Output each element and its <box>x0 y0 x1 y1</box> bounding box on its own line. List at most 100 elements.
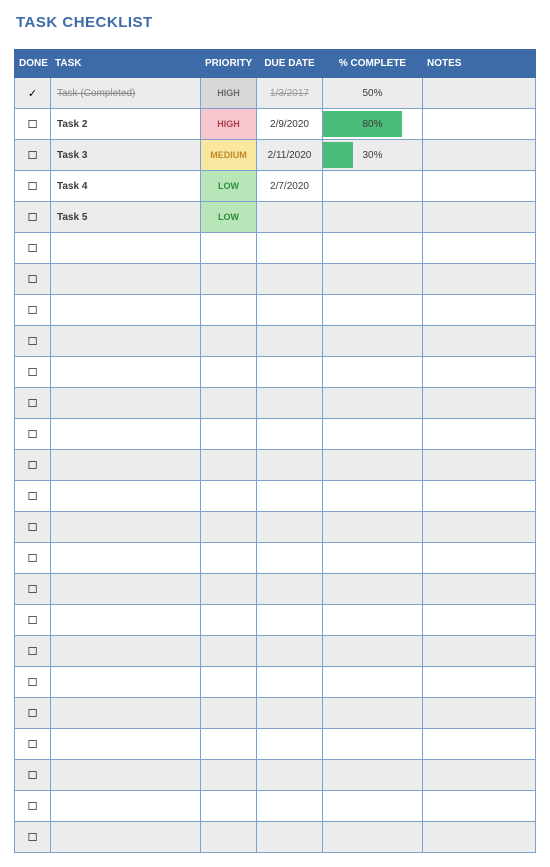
notes-cell[interactable] <box>423 388 536 419</box>
done-checkbox[interactable]: ☐ <box>15 264 51 295</box>
done-checkbox[interactable]: ☐ <box>15 202 51 233</box>
pct-complete[interactable] <box>323 233 423 264</box>
priority-cell[interactable]: HIGH <box>201 109 257 140</box>
priority-cell[interactable] <box>201 760 257 791</box>
done-checkbox[interactable]: ☐ <box>15 512 51 543</box>
pct-complete[interactable] <box>323 388 423 419</box>
task-name[interactable] <box>51 729 201 760</box>
done-checkbox[interactable]: ☐ <box>15 419 51 450</box>
pct-complete[interactable] <box>323 171 423 202</box>
priority-cell[interactable] <box>201 326 257 357</box>
task-name[interactable] <box>51 295 201 326</box>
pct-complete[interactable] <box>323 636 423 667</box>
pct-complete[interactable] <box>323 295 423 326</box>
pct-complete[interactable] <box>323 667 423 698</box>
task-name[interactable] <box>51 574 201 605</box>
pct-complete[interactable] <box>323 791 423 822</box>
pct-complete[interactable]: 30% <box>323 140 423 171</box>
priority-cell[interactable] <box>201 605 257 636</box>
pct-complete[interactable] <box>323 481 423 512</box>
done-checkbox[interactable]: ☐ <box>15 295 51 326</box>
due-date[interactable] <box>257 357 323 388</box>
notes-cell[interactable] <box>423 295 536 326</box>
task-name[interactable] <box>51 388 201 419</box>
priority-cell[interactable] <box>201 543 257 574</box>
done-checkbox[interactable]: ☐ <box>15 574 51 605</box>
priority-cell[interactable]: LOW <box>201 171 257 202</box>
due-date[interactable] <box>257 729 323 760</box>
pct-complete[interactable] <box>323 574 423 605</box>
task-name[interactable] <box>51 450 201 481</box>
pct-complete[interactable] <box>323 543 423 574</box>
task-name[interactable] <box>51 419 201 450</box>
notes-cell[interactable] <box>423 481 536 512</box>
due-date[interactable] <box>257 822 323 853</box>
done-checkbox[interactable]: ☐ <box>15 760 51 791</box>
notes-cell[interactable] <box>423 357 536 388</box>
task-name[interactable] <box>51 233 201 264</box>
done-checkbox[interactable]: ☐ <box>15 636 51 667</box>
task-name[interactable] <box>51 543 201 574</box>
done-checkbox[interactable]: ☐ <box>15 791 51 822</box>
task-name[interactable] <box>51 636 201 667</box>
task-name[interactable] <box>51 512 201 543</box>
due-date[interactable] <box>257 605 323 636</box>
priority-cell[interactable]: MEDIUM <box>201 140 257 171</box>
pct-complete[interactable] <box>323 202 423 233</box>
notes-cell[interactable] <box>423 171 536 202</box>
done-checkbox[interactable]: ☐ <box>15 140 51 171</box>
task-name[interactable] <box>51 791 201 822</box>
done-checkbox[interactable]: ☐ <box>15 698 51 729</box>
due-date[interactable] <box>257 326 323 357</box>
notes-cell[interactable] <box>423 605 536 636</box>
due-date[interactable] <box>257 636 323 667</box>
notes-cell[interactable] <box>423 574 536 605</box>
notes-cell[interactable] <box>423 667 536 698</box>
done-checkbox[interactable]: ☐ <box>15 326 51 357</box>
priority-cell[interactable] <box>201 357 257 388</box>
task-name[interactable] <box>51 605 201 636</box>
priority-cell[interactable] <box>201 636 257 667</box>
due-date[interactable]: 2/11/2020 <box>257 140 323 171</box>
priority-cell[interactable] <box>201 574 257 605</box>
notes-cell[interactable] <box>423 264 536 295</box>
notes-cell[interactable] <box>423 233 536 264</box>
due-date[interactable] <box>257 264 323 295</box>
notes-cell[interactable] <box>423 419 536 450</box>
priority-cell[interactable] <box>201 667 257 698</box>
pct-complete[interactable] <box>323 760 423 791</box>
task-name[interactable]: Task (Completed) <box>51 78 201 109</box>
done-checkbox[interactable]: ✓ <box>15 78 51 109</box>
pct-complete[interactable] <box>323 419 423 450</box>
priority-cell[interactable] <box>201 481 257 512</box>
due-date[interactable] <box>257 233 323 264</box>
notes-cell[interactable] <box>423 512 536 543</box>
pct-complete[interactable] <box>323 822 423 853</box>
pct-complete[interactable] <box>323 264 423 295</box>
pct-complete[interactable] <box>323 698 423 729</box>
task-name[interactable]: Task 2 <box>51 109 201 140</box>
notes-cell[interactable] <box>423 109 536 140</box>
priority-cell[interactable] <box>201 729 257 760</box>
priority-cell[interactable] <box>201 419 257 450</box>
notes-cell[interactable] <box>423 760 536 791</box>
task-name[interactable]: Task 5 <box>51 202 201 233</box>
done-checkbox[interactable]: ☐ <box>15 388 51 419</box>
due-date[interactable]: 2/9/2020 <box>257 109 323 140</box>
due-date[interactable] <box>257 698 323 729</box>
task-name[interactable] <box>51 481 201 512</box>
done-checkbox[interactable]: ☐ <box>15 605 51 636</box>
priority-cell[interactable] <box>201 295 257 326</box>
task-name[interactable] <box>51 822 201 853</box>
done-checkbox[interactable]: ☐ <box>15 729 51 760</box>
priority-cell[interactable] <box>201 388 257 419</box>
notes-cell[interactable] <box>423 450 536 481</box>
done-checkbox[interactable]: ☐ <box>15 233 51 264</box>
done-checkbox[interactable]: ☐ <box>15 109 51 140</box>
task-name[interactable] <box>51 760 201 791</box>
pct-complete[interactable]: 80% <box>323 109 423 140</box>
due-date[interactable] <box>257 574 323 605</box>
done-checkbox[interactable]: ☐ <box>15 481 51 512</box>
notes-cell[interactable] <box>423 791 536 822</box>
priority-cell[interactable] <box>201 822 257 853</box>
